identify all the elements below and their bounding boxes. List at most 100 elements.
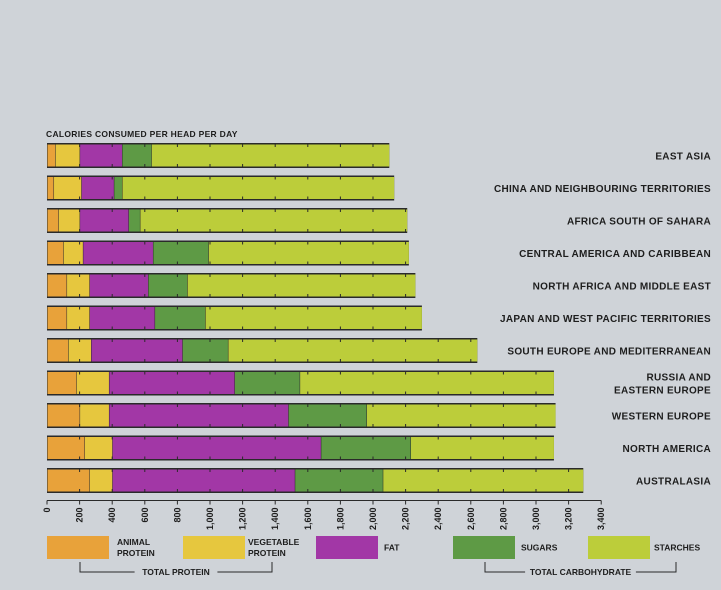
bar-segment-animal-protein — [47, 307, 67, 329]
bar-segment-fat — [91, 339, 183, 362]
bar-segment-starches — [300, 372, 554, 394]
x-tick-label: 800 — [172, 508, 182, 523]
legend-swatch — [316, 536, 378, 559]
bar-segment-vegetable-protein — [80, 404, 109, 427]
x-axis: 0 200 400 600 800 1,000 1,200 1,400 1,600 1,800 2,… — [42, 500, 606, 531]
bar-segment-fat — [112, 469, 295, 492]
bar-segment-sugars — [148, 274, 188, 297]
bar-segment-vegetable-protein — [58, 209, 80, 232]
bar-segment-sugars — [288, 404, 367, 427]
legend-swatch — [183, 536, 245, 559]
bar-segment-fat — [109, 404, 289, 427]
x-tick-label: 2,000 — [368, 508, 378, 531]
bar-segment-sugars — [234, 372, 300, 394]
bar-segment-starches — [410, 437, 554, 459]
bar-segment-animal-protein — [47, 437, 85, 459]
legend-label: SUGARS — [521, 543, 558, 553]
bar-segment-animal-protein — [47, 372, 77, 394]
legend-group-total-carbohydrate: TOTAL CARBOHYDRATE — [484, 562, 677, 577]
x-tick-label: 400 — [107, 508, 117, 523]
category-label: AFRICA SOUTH OF SAHARA — [567, 217, 711, 228]
x-tick-label: 600 — [140, 508, 150, 523]
bar-segment-starches — [228, 339, 478, 362]
bar-segment-animal-protein — [47, 339, 69, 362]
bar-segment-animal-protein — [47, 209, 59, 232]
bar-segment-animal-protein — [47, 274, 67, 297]
bar-segment-vegetable-protein — [89, 469, 113, 492]
bar-china-and-neighbouring-territories — [47, 175, 395, 201]
category-label: JAPAN AND WEST PACIFIC TERRITORIES — [500, 314, 711, 325]
x-tick-label: 1,200 — [238, 508, 248, 531]
group-label-bg — [525, 567, 636, 577]
bar-segment-fat — [89, 307, 155, 329]
bar-east-asia — [47, 143, 390, 168]
x-tick-label: 3,000 — [531, 508, 541, 531]
bar-segment-starches — [205, 307, 422, 329]
bar-central-america-and-caribbean — [47, 240, 409, 266]
bar-segment-fat — [83, 242, 153, 264]
category-label: SOUTH EUROPE AND MEDITERRANEAN — [507, 347, 711, 358]
x-tick-label: 3,400 — [596, 508, 606, 531]
legend-label: STARCHES — [654, 543, 700, 553]
legend-label: PROTEIN — [248, 548, 286, 558]
bar-segment-vegetable-protein — [68, 339, 92, 362]
x-tick-label: 0 — [42, 508, 52, 513]
category-labels: EAST ASIA CHINA AND NEIGHBOURING TERRITOR… — [494, 152, 711, 488]
chart-title: CALORIES CONSUMED PER HEAD PER DAY — [46, 129, 238, 139]
category-label: AUSTRALASIA — [636, 477, 711, 488]
category-label: WESTERN EUROPE — [612, 412, 711, 423]
legend-group-total-protein: TOTAL PROTEIN — [79, 562, 273, 577]
legend-swatch — [588, 536, 650, 559]
bar-segment-fat — [80, 209, 129, 232]
category-label: CENTRAL AMERICA AND CARIBBEAN — [519, 249, 711, 260]
bar-segment-animal-protein — [47, 177, 54, 199]
bar-segment-vegetable-protein — [63, 242, 83, 264]
legend-item-sugars: SUGARS — [453, 536, 558, 559]
legend-swatch — [47, 536, 109, 559]
bar-segment-starches — [383, 469, 584, 492]
category-label: EAST ASIA — [655, 152, 711, 163]
bar-segment-vegetable-protein — [55, 144, 80, 167]
bar-segment-fat — [109, 372, 235, 394]
x-tick-label: 1,800 — [335, 508, 345, 531]
bar-segment-fat — [112, 437, 321, 459]
bar-segment-sugars — [295, 469, 383, 492]
bar-segment-vegetable-protein — [54, 177, 82, 199]
x-tick-label: 2,800 — [498, 508, 508, 531]
bar-segment-starches — [151, 144, 390, 167]
x-tick-label: 3,200 — [564, 508, 574, 531]
bar-south-europe-and-mediterranean — [47, 338, 478, 363]
bar-segment-animal-protein — [47, 469, 90, 492]
legend-label: FAT — [384, 543, 400, 553]
bar-segment-starches — [187, 274, 416, 297]
bar-segment-starches — [140, 209, 408, 232]
x-tick-label: 1,400 — [270, 508, 280, 531]
x-tick-label: 1,600 — [303, 508, 313, 531]
category-label: RUSSIA AND — [647, 373, 711, 384]
bar-segment-sugars — [182, 339, 228, 362]
bar-segment-sugars — [129, 209, 140, 232]
x-tick-label: 2,600 — [466, 508, 476, 531]
bar-russia-and-eastern-europe — [47, 370, 554, 396]
group-label: TOTAL CARBOHYDRATE — [530, 567, 632, 577]
bar-segment-vegetable-protein — [84, 437, 113, 459]
bar-segment-sugars — [122, 144, 152, 167]
group-label: TOTAL PROTEIN — [142, 567, 210, 577]
bar-segment-sugars — [114, 177, 122, 199]
bar-segment-vegetable-protein — [67, 307, 90, 329]
bar-north-africa-and-middle-east — [47, 273, 416, 298]
category-label: CHINA AND NEIGHBOURING TERRITORIES — [494, 184, 711, 195]
legend-label: VEGETABLE — [248, 537, 300, 547]
legend-swatch — [453, 536, 515, 559]
category-label: NORTH AMERICA — [622, 444, 711, 455]
bar-segment-starches — [366, 404, 556, 427]
bar-segment-vegetable-protein — [76, 372, 109, 394]
bar-segment-vegetable-protein — [67, 274, 90, 297]
bar-australasia — [47, 468, 584, 493]
bar-north-america — [47, 435, 554, 461]
legend-item-fat: FAT — [316, 536, 400, 559]
bar-japan-and-west-pacific-territories — [47, 305, 422, 331]
legend-label: ANIMAL — [117, 537, 150, 547]
